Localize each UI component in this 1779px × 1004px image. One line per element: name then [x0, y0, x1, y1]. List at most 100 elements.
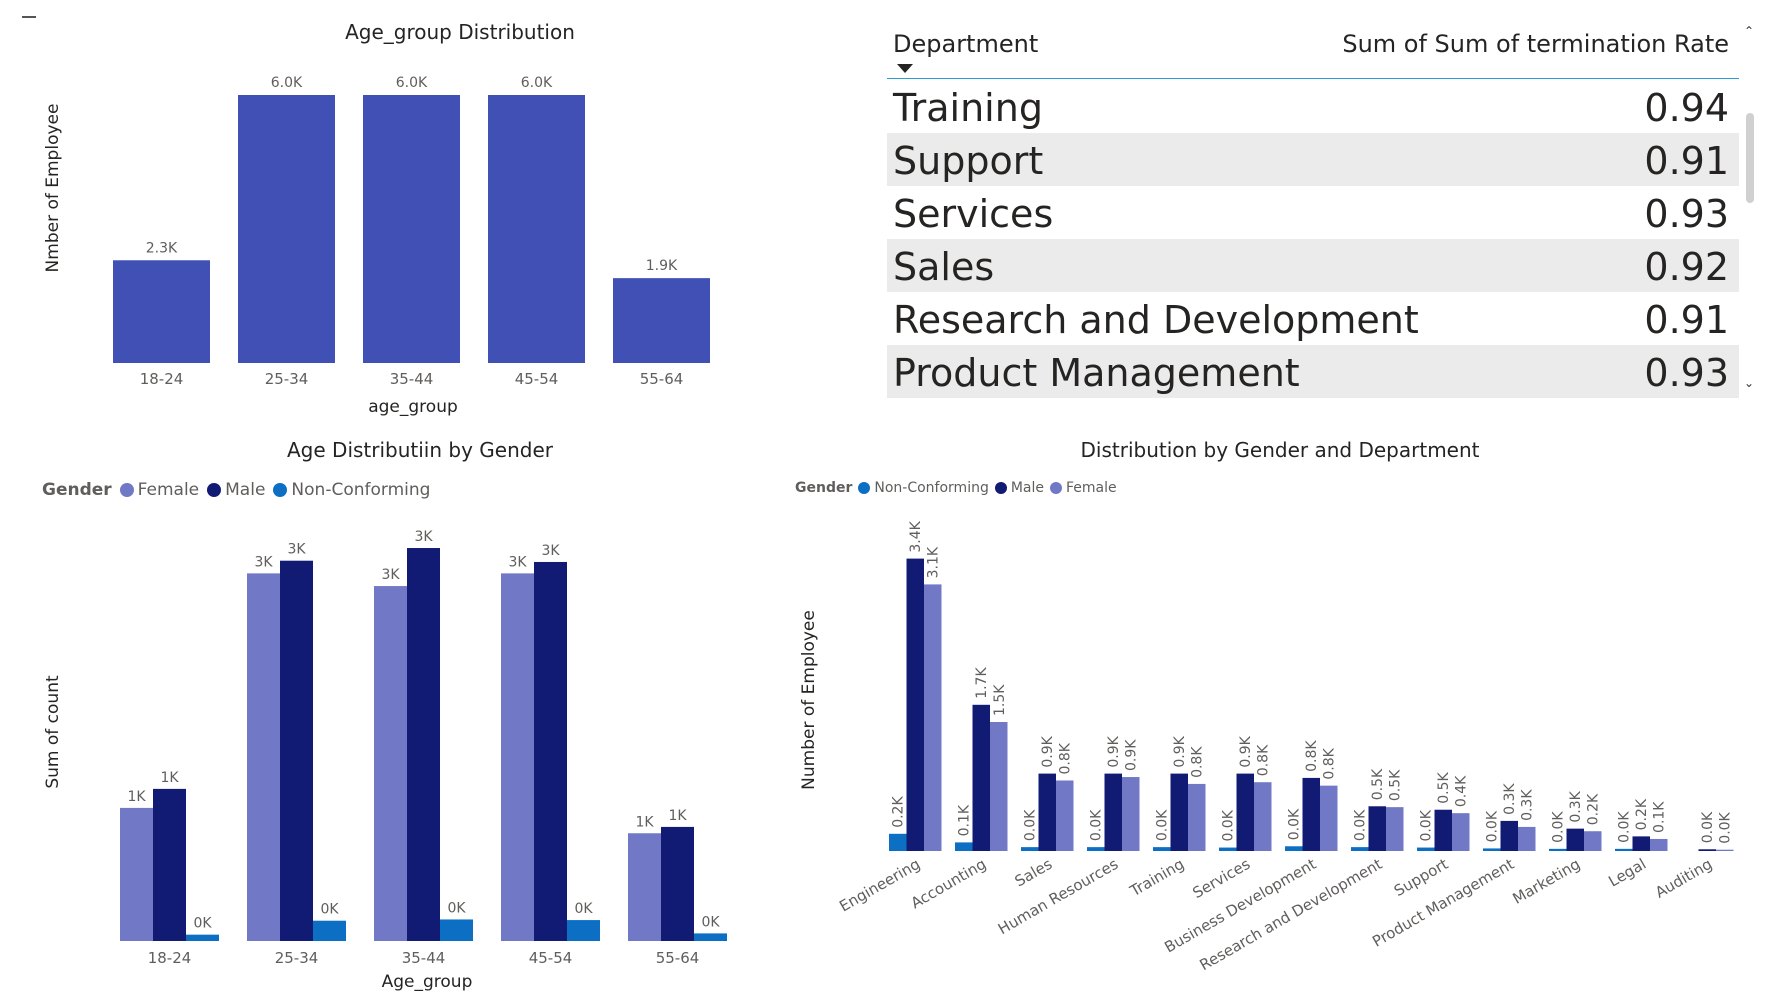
- bar: [1351, 847, 1369, 851]
- termination-rate-column-header[interactable]: Sum of Sum of termination Rate: [1342, 30, 1729, 58]
- data-label: 0.0K: [1551, 811, 1567, 843]
- x-tick-label: Human Resources: [995, 855, 1121, 938]
- department-cell: Sales: [893, 245, 995, 289]
- legend-item-non-conforming[interactable]: Non-Conforming: [858, 480, 989, 496]
- table-row[interactable]: Training 0.94: [887, 80, 1739, 133]
- bar: [1087, 847, 1105, 851]
- x-tick-label: 35-44: [402, 949, 446, 967]
- data-label: 1K: [160, 770, 179, 786]
- rate-cell: 0.94: [1644, 86, 1729, 130]
- data-label: 3K: [414, 529, 433, 545]
- data-label: 0K: [701, 914, 720, 930]
- bar: [1452, 813, 1470, 851]
- scroll-up-icon[interactable]: ⌃: [1744, 24, 1755, 38]
- bar: [1056, 780, 1074, 851]
- bar: [1320, 785, 1338, 851]
- bar: [1518, 826, 1536, 851]
- data-label: 6.0K: [271, 75, 303, 91]
- bar: [313, 920, 346, 941]
- x-tick-label: Training: [1126, 855, 1187, 901]
- x-tick-label: Accounting: [908, 855, 990, 912]
- data-label: 3K: [541, 543, 560, 559]
- bar: [1236, 773, 1254, 851]
- table-row[interactable]: Sales 0.92: [887, 239, 1739, 292]
- x-tick-label: 55-64: [656, 949, 700, 967]
- x-tick-label: Marketing: [1510, 855, 1584, 908]
- legend-dot-icon: [273, 483, 288, 497]
- x-tick-label: 55-64: [640, 370, 684, 388]
- legend-label: Female: [1066, 480, 1117, 496]
- data-label: 3.1K: [926, 546, 942, 578]
- table-header: Department Sum of Sum of termination Rat…: [887, 18, 1739, 79]
- data-label: 3K: [381, 567, 400, 583]
- table-row[interactable]: Services 0.93: [887, 186, 1739, 239]
- data-label: 3K: [254, 554, 273, 570]
- table-row[interactable]: Research and Development 0.91: [887, 292, 1739, 345]
- bar: [1038, 773, 1056, 851]
- bar: [1566, 828, 1584, 851]
- x-tick-label: Sales: [1012, 855, 1056, 891]
- data-label: 1K: [635, 814, 654, 830]
- data-label: 0.5K: [1388, 769, 1404, 801]
- bar: [113, 260, 210, 363]
- legend-item-male[interactable]: Male: [207, 480, 265, 500]
- data-label: 1K: [668, 808, 687, 824]
- scroll-down-icon[interactable]: ⌄: [1744, 376, 1755, 390]
- data-label: 0K: [447, 900, 466, 916]
- scrollbar-thumb[interactable]: [1746, 113, 1754, 203]
- data-label: 3K: [508, 554, 527, 570]
- data-label: 2.3K: [146, 240, 178, 256]
- data-label: 0.3K: [1568, 790, 1584, 822]
- bar: [1122, 777, 1140, 851]
- data-label: 0.8K: [1322, 747, 1338, 779]
- data-label: 0.2K: [891, 796, 907, 828]
- bar: [1716, 849, 1734, 851]
- bar: [1368, 806, 1386, 851]
- bar: [534, 561, 567, 941]
- data-label: 0.0K: [1353, 809, 1369, 841]
- department-cell: Research and Development: [893, 298, 1419, 342]
- data-label: 3.4K: [908, 520, 924, 552]
- age-gender-legend: Gender Female Male Non-Conforming: [42, 480, 430, 500]
- x-tick-label: Engineering: [836, 855, 923, 916]
- focus-mode-dash: [22, 16, 36, 18]
- bar: [906, 558, 924, 851]
- bar: [488, 95, 585, 363]
- data-label: 0.0K: [1718, 811, 1734, 843]
- data-label: 0.8K: [1058, 742, 1074, 774]
- bar: [1153, 847, 1171, 851]
- department-cell: Support: [893, 139, 1044, 183]
- bar: [1417, 847, 1435, 851]
- department-column-header[interactable]: Department: [893, 30, 1039, 58]
- data-label: 0.0K: [1221, 809, 1237, 841]
- data-label: 0.0K: [1485, 810, 1501, 842]
- legend-dot-icon: [1050, 482, 1063, 494]
- data-label: 0.5K: [1436, 771, 1452, 803]
- bar: [238, 95, 335, 363]
- bar: [407, 548, 440, 941]
- bar: [1615, 848, 1633, 851]
- bar: [1650, 838, 1668, 851]
- legend-item-female[interactable]: Female: [119, 480, 199, 500]
- data-label: 1.9K: [646, 258, 678, 274]
- bar: [280, 560, 313, 941]
- table-row[interactable]: Product Management 0.93: [887, 345, 1739, 398]
- data-label: 0.0K: [1155, 809, 1171, 841]
- legend-label: Non-Conforming: [291, 480, 431, 500]
- age-gender-chart-title: Age Distributiin by Gender: [287, 438, 553, 462]
- bar: [990, 722, 1008, 851]
- legend-item-male[interactable]: Male: [994, 480, 1044, 496]
- data-label: 0.8K: [1304, 740, 1320, 772]
- legend-item-non-conforming[interactable]: Non-Conforming: [273, 480, 430, 500]
- table-scrollbar[interactable]: [1743, 28, 1755, 403]
- age-group-chart: 2.3K 18-24 6.0K 25-34 6.0K 35-44 6.0K 45-54 1.9K…: [43, 75, 710, 417]
- data-label: 0.2K: [1586, 793, 1602, 825]
- bar: [363, 95, 460, 363]
- bar: [186, 934, 219, 941]
- data-label: 0.5K: [1370, 768, 1386, 800]
- sort-descending-icon[interactable]: [897, 64, 913, 73]
- legend-item-female[interactable]: Female: [1050, 480, 1117, 496]
- bar: [1302, 777, 1320, 851]
- legend-title: Gender: [795, 480, 853, 496]
- table-row[interactable]: Support 0.91: [887, 133, 1739, 186]
